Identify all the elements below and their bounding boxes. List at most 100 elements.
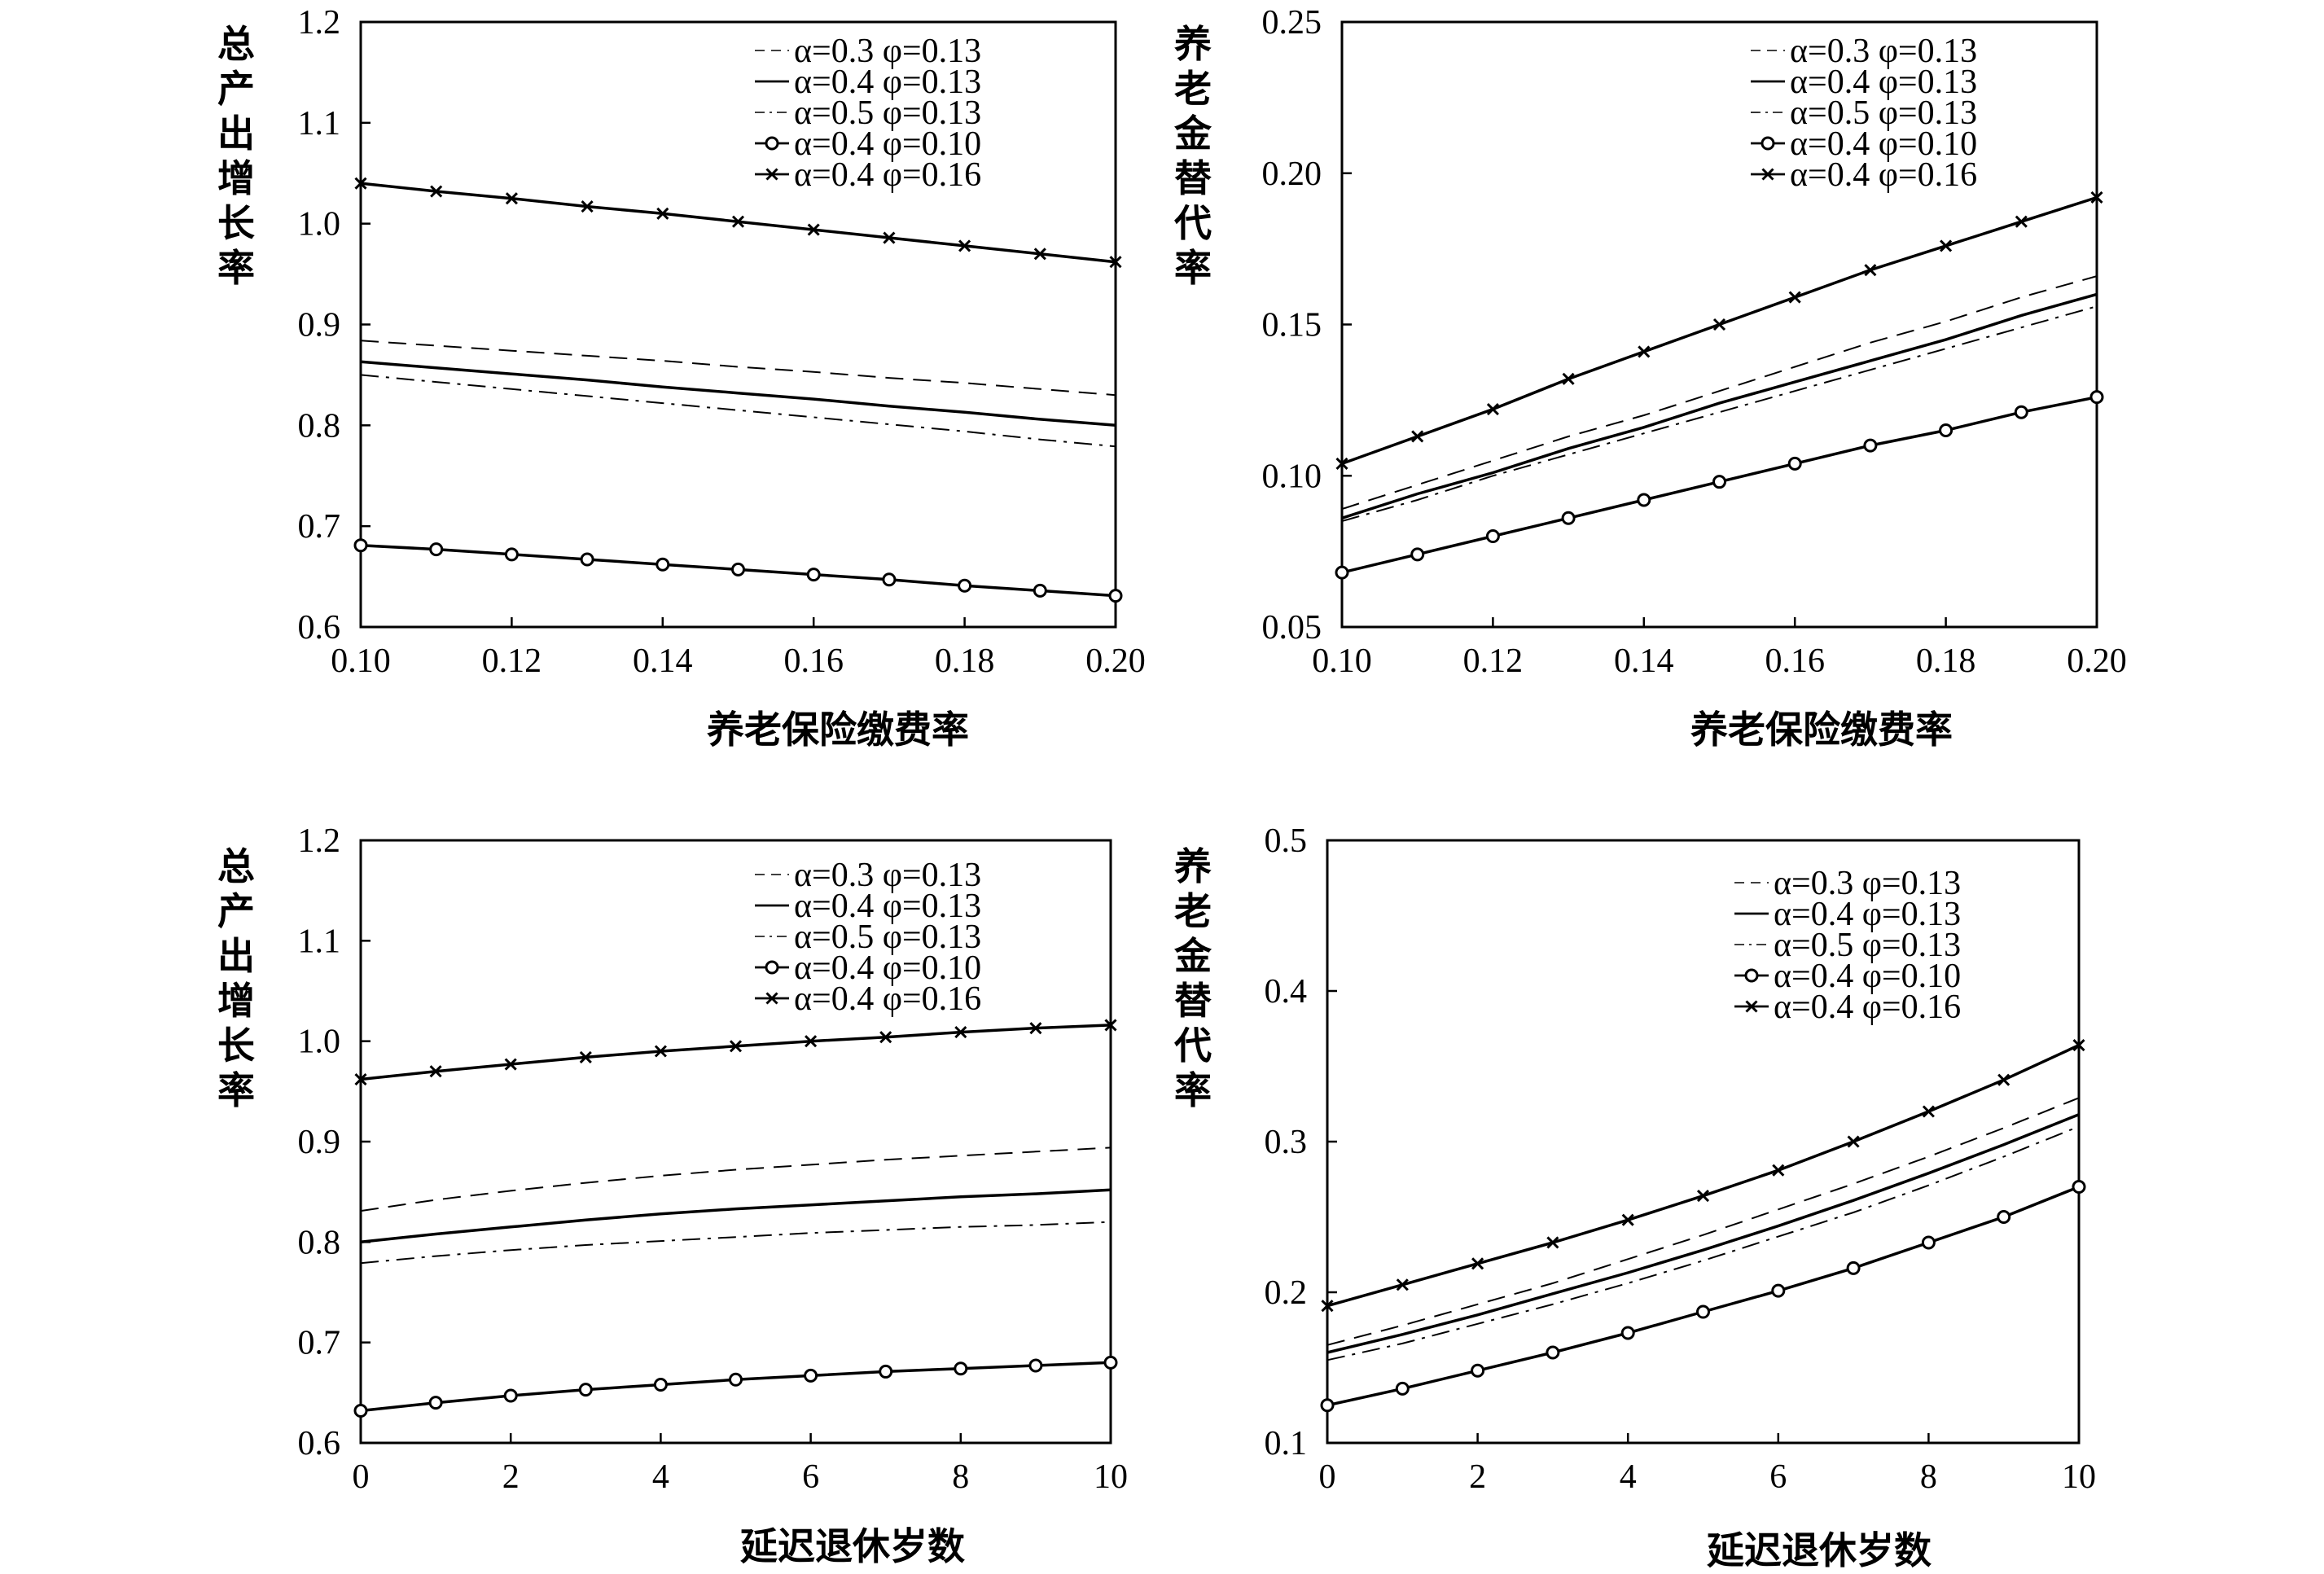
legend-marker <box>1761 168 1774 181</box>
x-tick-label: 0.20 <box>2067 642 2127 680</box>
y-axis-label-char: 总 <box>217 22 255 66</box>
data-point <box>805 1035 818 1048</box>
data-point <box>503 1388 518 1403</box>
data-point-stroke <box>354 1072 367 1086</box>
data-point-stroke <box>1621 1213 1634 1226</box>
x-tick-label: 4 <box>1620 1458 1637 1496</box>
data-point <box>729 1040 743 1053</box>
x-tick-label: 10 <box>2062 1458 2096 1496</box>
y-tick-label: 0.6 <box>298 609 341 647</box>
data-point-stroke <box>1335 457 1348 470</box>
data-point-stroke <box>581 200 594 213</box>
y-tick-label: 0.20 <box>1262 156 1322 193</box>
x-tick-label: 6 <box>802 1458 819 1496</box>
data-point <box>1997 1210 2011 1224</box>
data-point <box>806 568 821 582</box>
y-axis-label-char: 总 <box>217 844 255 888</box>
series-cross <box>1321 1039 2085 1313</box>
data-point <box>2090 191 2103 204</box>
data-point-stroke <box>1696 1190 1710 1203</box>
data-point <box>1620 1326 1635 1340</box>
x-tick-label: 4 <box>652 1458 669 1496</box>
legend-entry: α=0.5 φ=0.13 <box>794 94 981 132</box>
y-tick-label: 0.2 <box>1265 1274 1308 1312</box>
x-tick-label: 0.10 <box>331 642 391 680</box>
x-tick-label: 0.18 <box>1916 642 1976 680</box>
data-point <box>1103 1355 1118 1370</box>
x-tick-label: 0.12 <box>482 642 542 680</box>
series-dashdot <box>360 1221 1112 1265</box>
series-circle <box>353 1355 1118 1418</box>
data-point <box>1621 1213 1634 1226</box>
x-tick-label: 0.10 <box>1312 642 1372 680</box>
legend-entry: α=0.4 φ=0.16 <box>794 156 981 194</box>
legend-marker-stroke <box>765 168 778 181</box>
series-cross <box>354 177 1122 269</box>
y-axis-label-char: 产 <box>217 889 255 933</box>
x-tick-label: 0 <box>353 1458 370 1496</box>
x-tick-label: 0.16 <box>1765 642 1825 680</box>
series-line <box>360 1221 1112 1265</box>
data-point <box>2072 1180 2086 1194</box>
data-point <box>1335 565 1349 580</box>
data-point <box>1561 511 1576 525</box>
data-point <box>504 547 519 562</box>
y-axis-label-char: 增 <box>217 979 255 1023</box>
series-line <box>1341 292 2098 520</box>
data-point <box>430 185 443 198</box>
y-axis-label-char: 出 <box>217 934 255 978</box>
data-point-stroke <box>654 1045 667 1058</box>
data-point <box>883 231 896 244</box>
x-tick-label: 0.14 <box>633 642 693 680</box>
data-point <box>1997 1073 2010 1086</box>
data-point-stroke <box>354 177 367 190</box>
data-point <box>958 239 971 252</box>
series-line <box>1326 1097 2080 1346</box>
data-point <box>1696 1190 1710 1203</box>
x-axis-label: 养老保险缴费率 <box>707 708 969 752</box>
y-tick-label: 0.15 <box>1262 307 1322 344</box>
y-tick-label: 0.9 <box>298 1124 341 1161</box>
data-point-stroke <box>1396 1278 1409 1291</box>
data-point-stroke <box>958 239 971 252</box>
data-point <box>1029 1022 1042 1035</box>
y-axis-label-char: 金 <box>1173 112 1212 156</box>
data-point <box>579 1050 592 1063</box>
data-point <box>2015 215 2028 228</box>
plot-frame <box>359 839 1112 1445</box>
y-tick-label: 0.1 <box>1265 1425 1308 1462</box>
y-axis-label-char: 养 <box>1174 844 1212 888</box>
legend-entry: α=0.4 φ=0.10 <box>794 949 981 987</box>
series-dashed <box>360 1147 1112 1212</box>
legend-entry: α=0.4 φ=0.13 <box>1790 64 1977 101</box>
data-point-stroke <box>1471 1257 1484 1270</box>
y-axis-label-char: 长 <box>217 201 255 245</box>
data-point-stroke <box>1864 264 1877 277</box>
y-tick-label: 1.0 <box>298 1024 341 1061</box>
data-point <box>954 1026 967 1039</box>
data-point-stroke <box>1562 372 1575 385</box>
data-point-stroke <box>1788 291 1801 304</box>
series-line <box>360 1024 1112 1081</box>
y-tick-label: 0.05 <box>1262 609 1322 647</box>
data-point <box>353 538 368 553</box>
series-dashdot <box>1326 1125 2080 1361</box>
y-tick-label: 1.1 <box>298 105 341 142</box>
data-point <box>804 1368 818 1383</box>
y-axis-label: 养老金替代率 <box>1173 844 1212 1112</box>
data-point <box>807 223 820 236</box>
series-circle <box>1335 390 2104 580</box>
legend-entry: α=0.4 φ=0.16 <box>1774 989 1961 1026</box>
data-point <box>1940 239 1953 252</box>
data-point <box>1321 1300 1334 1313</box>
legend-entry: α=0.5 φ=0.13 <box>1790 94 1977 132</box>
data-point <box>1864 264 1877 277</box>
series-solid <box>1341 292 2098 520</box>
series-line <box>1341 195 2098 466</box>
data-point-stroke <box>1772 1164 1785 1177</box>
data-point-stroke <box>1847 1135 1860 1148</box>
legend-entry: α=0.4 φ=0.16 <box>1790 156 1977 194</box>
legend-entry: α=0.4 φ=0.16 <box>794 980 981 1018</box>
